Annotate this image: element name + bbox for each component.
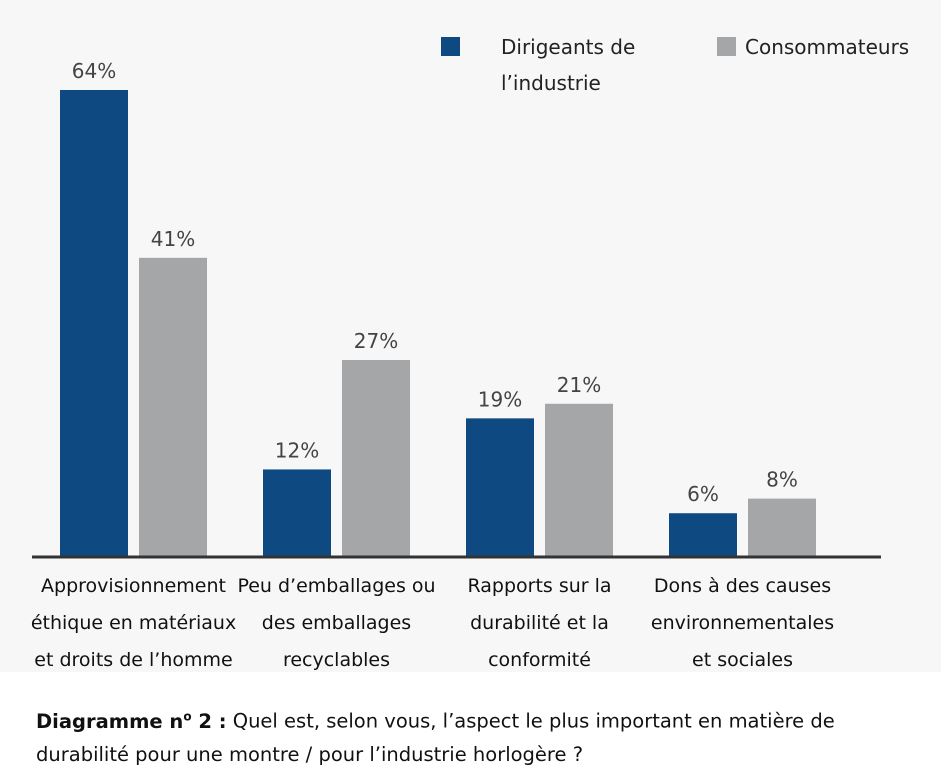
category-label: Peu d’emballages ou	[237, 575, 435, 597]
bar-dirigeants-4	[669, 513, 737, 557]
bar-dirigeants-2	[263, 469, 331, 557]
bar-chart: 64% 41% 12% 27% 19% 21% 6% 8% Approvisionnement…	[30, 35, 910, 671]
value-label: 64%	[72, 59, 116, 83]
legend-swatch	[441, 37, 460, 56]
value-label: 27%	[354, 329, 398, 353]
category-label: durabilité et la	[470, 612, 609, 634]
legend: Dirigeants de l’industrie Consommateurs	[441, 35, 909, 95]
caption-question: Quel est, selon vous, l’aspect le plus i…	[226, 709, 835, 733]
legend-swatch	[717, 37, 736, 56]
bar-consommateurs-3	[545, 403, 613, 557]
bar-consommateurs-4	[748, 498, 816, 557]
caption-line-2: durabilité pour une montre / pour l’indu…	[36, 742, 584, 766]
category-label: recyclables	[283, 649, 390, 671]
bars-group	[60, 90, 816, 557]
value-label: 6%	[687, 482, 719, 506]
legend-label: l’industrie	[501, 71, 601, 95]
caption-line-1: Diagramme no 2 : Quel est, selon vous, l…	[36, 700, 916, 738]
figure-caption: Diagramme no 2 : Quel est, selon vous, l…	[36, 700, 916, 771]
category-label: conformité	[488, 649, 591, 671]
bar-dirigeants-1	[60, 90, 128, 557]
chart-area: 64% 41% 12% 27% 19% 21% 6% 8% Approvisionnement…	[30, 35, 910, 671]
value-labels-group: 64% 41% 12% 27% 19% 21% 6% 8%	[72, 59, 798, 506]
bar-dirigeants-3	[466, 418, 534, 557]
value-label: 12%	[275, 438, 319, 462]
bar-consommateurs-1	[139, 257, 207, 557]
value-label: 21%	[557, 373, 601, 397]
category-label: Rapports sur la	[467, 575, 611, 597]
category-label: Dons à des causes	[654, 575, 831, 597]
category-label: environnementales	[651, 612, 834, 634]
caption-label: Diagramme no 2 :	[36, 709, 227, 733]
category-labels-group: Approvisionnement éthique en matériaux et …	[31, 575, 834, 671]
value-label: 41%	[151, 227, 195, 251]
legend-label: Dirigeants de	[501, 35, 635, 59]
category-label: et droits de l’homme	[34, 649, 232, 671]
legend-label: Consommateurs	[745, 35, 909, 59]
category-label: et sociales	[692, 649, 793, 671]
category-label: Approvisionnement	[41, 575, 226, 597]
value-label: 8%	[766, 468, 798, 492]
value-label: 19%	[478, 387, 522, 411]
category-label: éthique en matériaux	[31, 612, 236, 634]
bar-consommateurs-2	[342, 359, 410, 557]
category-label: des emballages	[262, 612, 411, 634]
